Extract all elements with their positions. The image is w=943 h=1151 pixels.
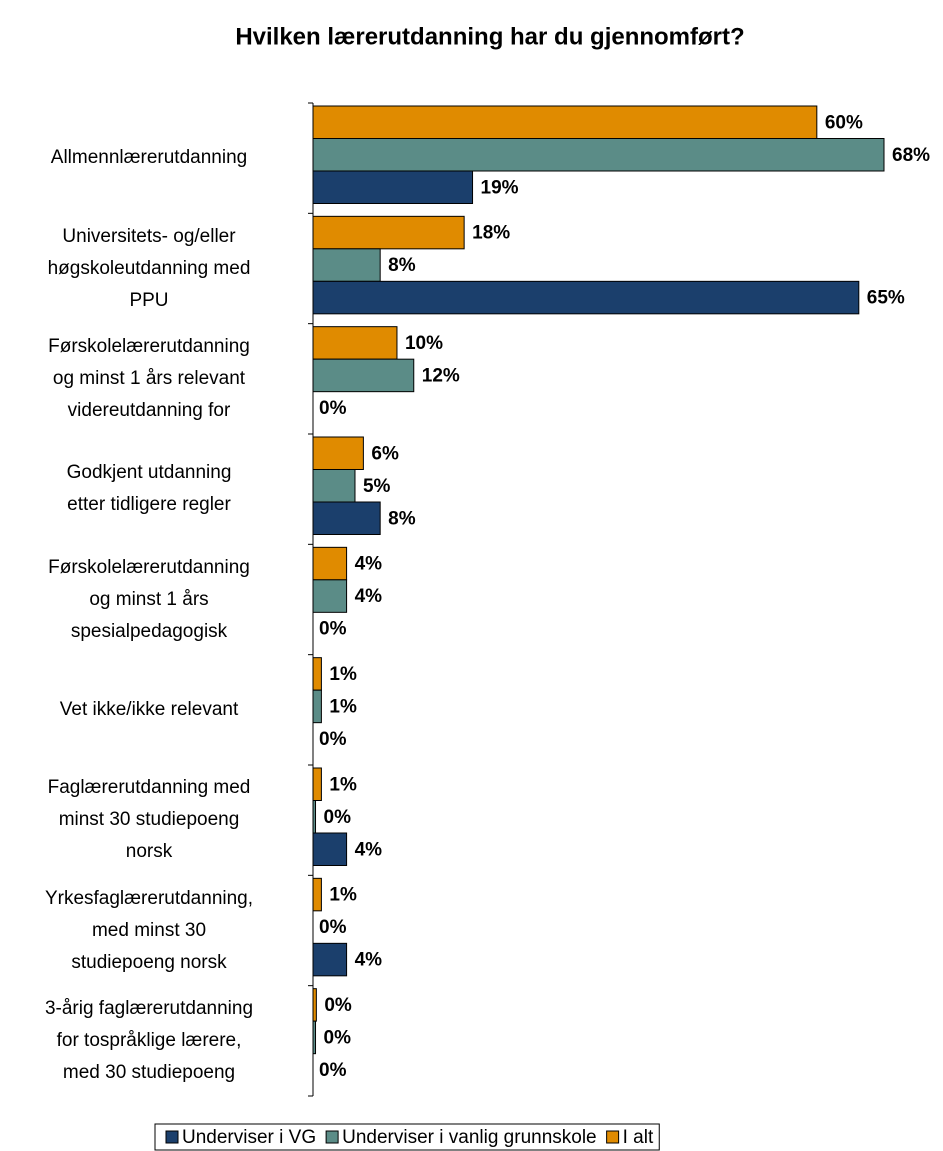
bar bbox=[312, 579, 348, 613]
bar bbox=[312, 546, 348, 581]
category-label: Faglærerutdanning med minst 30 studiepoe… bbox=[47, 777, 251, 863]
value-label: 4% bbox=[355, 839, 383, 860]
value-label: 1% bbox=[329, 664, 357, 685]
value-label: 0% bbox=[319, 1060, 347, 1081]
value-label: 0% bbox=[324, 807, 352, 828]
bar bbox=[312, 248, 381, 282]
bar bbox=[312, 942, 348, 977]
chart-title: Hvilken lærerutdanning har du gjennomfør… bbox=[235, 23, 744, 50]
value-label: 19% bbox=[481, 177, 519, 198]
value-label: 8% bbox=[388, 255, 416, 276]
value-label: 0% bbox=[319, 398, 347, 419]
bar bbox=[312, 280, 860, 315]
legend-label: Underviser i vanlig grunnskole bbox=[342, 1127, 597, 1148]
bar bbox=[312, 436, 364, 470]
legend-swatch bbox=[165, 1130, 179, 1144]
value-label: 1% bbox=[329, 885, 357, 906]
category-label: Allmennlærerutdanning bbox=[50, 147, 248, 169]
legend-label: I alt bbox=[623, 1127, 654, 1148]
value-label: 60% bbox=[825, 112, 863, 133]
value-label: 10% bbox=[405, 333, 443, 354]
bar bbox=[312, 138, 885, 172]
value-label: 1% bbox=[329, 774, 357, 795]
legend-swatch bbox=[325, 1130, 339, 1144]
bar bbox=[312, 832, 348, 866]
bar bbox=[312, 877, 322, 912]
bar bbox=[312, 170, 474, 204]
legend-label: Underviser i VG bbox=[182, 1127, 316, 1148]
value-label: 18% bbox=[472, 223, 510, 244]
legend: Underviser i VG Underviser i vanlig grunn… bbox=[154, 1123, 660, 1151]
bar bbox=[312, 501, 381, 535]
bar bbox=[312, 689, 322, 724]
value-label: 0% bbox=[319, 619, 347, 640]
value-label: 8% bbox=[388, 508, 416, 529]
value-label: 4% bbox=[355, 554, 383, 575]
category-label: Førskolelærerutdanning og minst 1 års re… bbox=[48, 335, 250, 421]
value-label: 1% bbox=[329, 696, 357, 717]
bar bbox=[312, 358, 415, 393]
category-label: Godkjent utdanning etter tidligere regle… bbox=[66, 462, 232, 516]
legend-box bbox=[154, 1123, 660, 1151]
bar bbox=[312, 215, 465, 250]
legend-swatch bbox=[606, 1130, 620, 1144]
category-label: Førskolelærerutdanning og minst 1 års sp… bbox=[48, 556, 250, 642]
category-label: Universitets- og/eller høgskoleutdanning… bbox=[47, 225, 251, 311]
bar bbox=[312, 767, 322, 801]
value-label: 0% bbox=[319, 917, 347, 938]
bar bbox=[312, 469, 356, 503]
value-label: 6% bbox=[371, 443, 399, 464]
bar bbox=[312, 657, 322, 691]
value-label: 0% bbox=[324, 995, 352, 1016]
category-label: 3-årig faglærerutdanning for tospråklige… bbox=[44, 997, 254, 1083]
value-label: 68% bbox=[892, 145, 930, 166]
bar bbox=[312, 105, 818, 139]
value-label: 5% bbox=[363, 476, 391, 497]
category-label: Vet ikke/ikke relevant bbox=[59, 698, 239, 720]
bar bbox=[312, 988, 317, 1022]
value-label: 0% bbox=[324, 1027, 352, 1048]
value-label: 4% bbox=[355, 950, 383, 971]
value-label: 12% bbox=[422, 365, 460, 386]
category-label: Yrkesfaglærerutdanning, med minst 30 stu… bbox=[44, 887, 254, 973]
bar bbox=[312, 326, 398, 360]
value-label: 65% bbox=[867, 288, 905, 309]
value-label: 0% bbox=[319, 729, 347, 750]
value-label: 4% bbox=[355, 586, 383, 607]
